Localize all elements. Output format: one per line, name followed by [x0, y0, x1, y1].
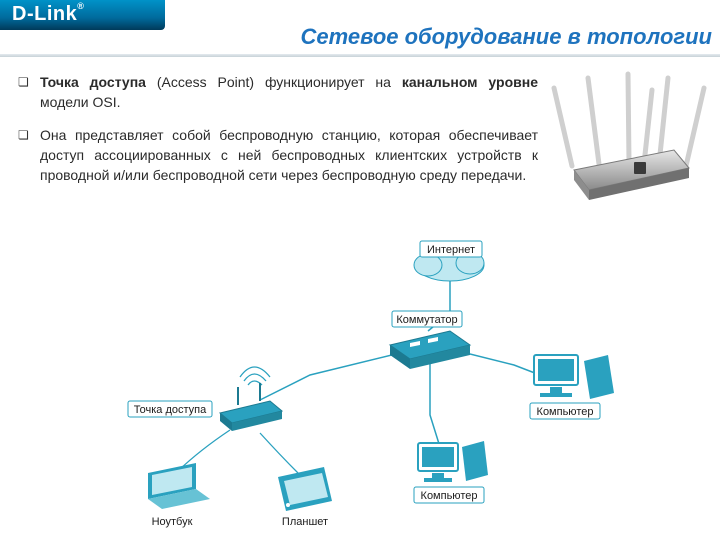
- label-pc-center: Компьютер: [421, 490, 478, 502]
- bullet-text: Она представляет собой беспроводную стан…: [40, 127, 538, 184]
- label-tablet: Планшет: [282, 516, 328, 528]
- label-switch: Коммутатор: [396, 314, 457, 326]
- bullet-lead: Точка доступа: [40, 74, 146, 90]
- node-tablet: Планшет: [278, 467, 332, 528]
- page-title: Сетевое оборудование в топологии: [175, 24, 712, 50]
- body-text: Точка доступа (Access Point) функциониру…: [18, 72, 538, 197]
- node-switch: Коммутатор: [390, 311, 470, 369]
- product-photo: [544, 70, 714, 210]
- bullet-item: Точка доступа (Access Point) функциониру…: [18, 72, 538, 113]
- title-underline: [0, 54, 720, 57]
- node-accesspoint: Точка доступа: [128, 383, 282, 431]
- bullet-item: Она представляет собой беспроводную стан…: [18, 125, 538, 186]
- node-pc-center: Компьютер: [414, 441, 488, 503]
- node-pc-right: Компьютер: [530, 355, 614, 419]
- label-internet: Интернет: [427, 244, 475, 256]
- label-ap: Точка доступа: [134, 404, 207, 416]
- brand-reg: ®: [77, 1, 84, 11]
- node-laptop: Ноутбук: [148, 463, 210, 528]
- label-pc-right: Компьютер: [537, 406, 594, 418]
- bullet-bold2: канальном уровне: [402, 74, 538, 90]
- label-laptop: Ноутбук: [152, 516, 193, 528]
- bullet-tail: модели OSI.: [40, 94, 120, 110]
- header: D-Link® Сетевое оборудование в топологии: [0, 0, 720, 38]
- network-diagram: Интернет Коммутатор Точка доступа Компью…: [110, 235, 650, 535]
- node-internet: Интернет: [414, 241, 484, 281]
- brand-name: D-Link: [12, 3, 77, 25]
- bullet-list: Точка доступа (Access Point) функциониру…: [18, 72, 538, 185]
- brand-logo: D-Link®: [12, 3, 84, 26]
- bullet-mid: (Access Point) функционирует на: [146, 74, 402, 90]
